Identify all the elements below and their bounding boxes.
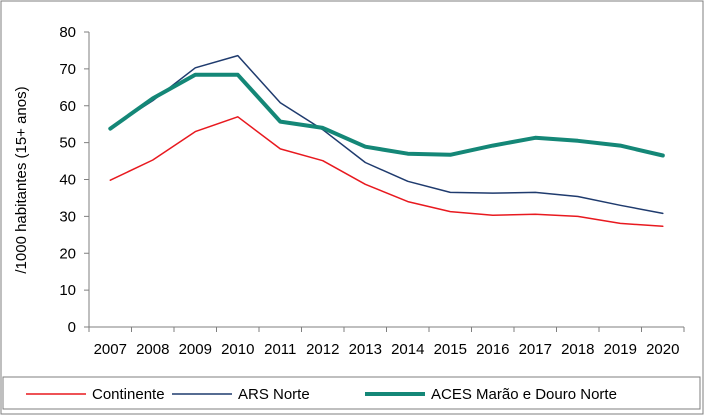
- x-tick-label: 2016: [476, 341, 509, 358]
- axes: 0 10 20 30 40 50 60 70 80 2007 2008 2009 2010 2011 201…: [59, 24, 685, 358]
- y-tick-label: 10: [59, 282, 76, 299]
- x-tick-label: 2014: [391, 341, 424, 358]
- y-tick-label: 0: [68, 319, 76, 336]
- legend-label-1: Continente: [92, 386, 165, 403]
- x-tick-label: 2019: [604, 341, 637, 358]
- series-layer: [108, 54, 665, 228]
- legend: Continente ARS Norte ACES Marão e Douro No…: [26, 386, 617, 403]
- x-tick-label: 2013: [349, 341, 382, 358]
- legend-box: [2, 376, 701, 410]
- series-line-3: [108, 72, 665, 158]
- y-tick-label: 40: [59, 172, 76, 189]
- x-tick-label: 2018: [561, 341, 594, 358]
- x-tick-label: 2009: [179, 341, 212, 358]
- x-tick-label: 2010: [221, 341, 254, 358]
- x-tick-label: 2017: [519, 341, 552, 358]
- x-tick-label: 2020: [646, 341, 679, 358]
- series-line-1: [109, 116, 664, 228]
- x-tick-label: 2011: [264, 341, 296, 358]
- y-tick-label: 50: [59, 135, 76, 152]
- x-tick-label: 2007: [94, 341, 127, 358]
- y-tick-label: 30: [59, 208, 76, 225]
- y-axis-label: /1000 habitantes (15+ anos): [13, 86, 30, 273]
- x-tick-label: 2015: [434, 341, 467, 358]
- y-tick-label: 70: [59, 61, 76, 78]
- legend-label-3: ACES Marão e Douro Norte: [431, 386, 617, 403]
- x-tick-label: 2012: [306, 341, 339, 358]
- y-tick-label: 20: [59, 245, 76, 262]
- x-tick-label: 2008: [136, 341, 169, 358]
- y-tick-label: 80: [59, 24, 76, 41]
- legend-label-2: ARS Norte: [238, 386, 310, 403]
- y-tick-label: 60: [59, 98, 76, 115]
- series-line-2: [109, 54, 664, 215]
